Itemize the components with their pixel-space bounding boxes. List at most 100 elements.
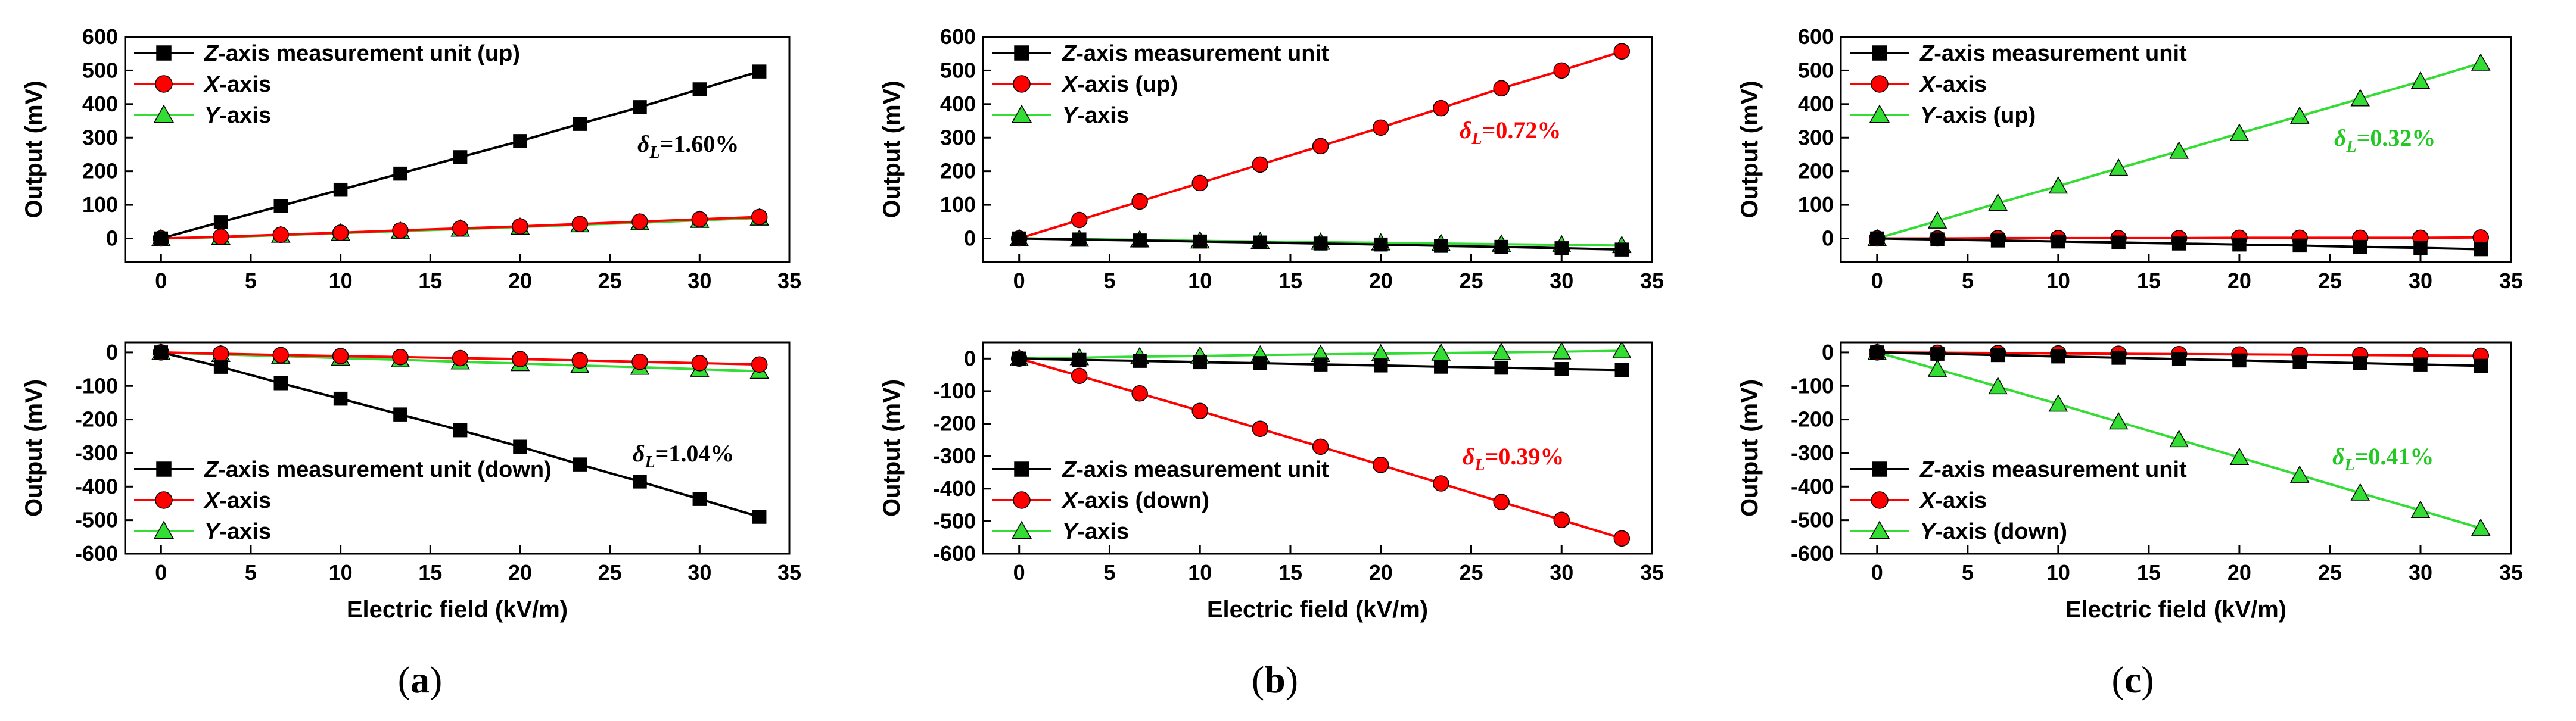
data-point-red xyxy=(272,347,290,364)
chart-a-top: 0 5 10 15 20 25 30 35 0 100 200 300 400 500 600 Output … xyxy=(21,24,801,293)
plot-frame xyxy=(1840,36,2512,263)
data-point-black xyxy=(513,439,527,454)
legend-entry: Y-axis xyxy=(1062,103,1129,128)
data-point-black xyxy=(154,231,169,246)
nonlinearity-annotation: δL=1.60% xyxy=(637,130,739,162)
data-point-black xyxy=(752,64,767,79)
data-point-black xyxy=(2051,234,2065,249)
data-point-black xyxy=(752,510,767,524)
data-point-green xyxy=(2471,518,2491,536)
legend-entry: Z-axis measurement unit xyxy=(1919,457,2187,482)
data-point-green xyxy=(2048,176,2068,194)
data-point-green xyxy=(1551,342,1572,360)
panel-label: (a) xyxy=(398,658,443,701)
data-point-green xyxy=(2289,465,2310,483)
x-tick-label: 0 xyxy=(1013,560,1025,585)
data-point-black xyxy=(1313,236,1328,251)
x-tick-label: 20 xyxy=(1369,560,1393,585)
x-tick-label: 5 xyxy=(245,560,257,585)
y-tick-label: 400 xyxy=(940,92,976,116)
legend-marker-black xyxy=(156,45,172,61)
data-point-black xyxy=(273,376,288,391)
data-point-black xyxy=(573,117,587,131)
x-tick-label: 5 xyxy=(1962,269,1974,293)
y-tick-label: 200 xyxy=(940,159,976,183)
data-point-black xyxy=(1990,233,2005,248)
data-point-red xyxy=(751,356,768,373)
data-point-black xyxy=(213,215,228,229)
data-point-red xyxy=(1191,402,1208,419)
data-point-red xyxy=(1071,211,1088,229)
data-point-black xyxy=(2413,357,2428,372)
y-tick-label: 0 xyxy=(106,340,118,364)
x-tick-label: 5 xyxy=(245,269,257,293)
x-tick-label: 20 xyxy=(508,560,532,585)
data-point-black xyxy=(1870,231,1884,246)
x-tick-label: 5 xyxy=(1962,560,1974,585)
data-point-black xyxy=(273,199,288,213)
data-point-black xyxy=(1930,232,1945,246)
y-tick-label: 0 xyxy=(1822,340,1834,364)
data-point-red xyxy=(1553,511,1570,528)
legend-entry: X-axis (up) xyxy=(1061,72,1178,97)
x-axis-title: Electric field (kV/m) xyxy=(1207,597,1428,623)
data-point-red xyxy=(1312,438,1329,455)
data-point-green xyxy=(2410,71,2431,89)
data-point-black xyxy=(1554,362,1569,376)
legend-entry: Y-axis xyxy=(204,519,271,544)
plot-frame xyxy=(124,36,791,263)
legend-entry: Z-axis measurement unit (up) xyxy=(204,41,520,66)
chart-b-top: 0 5 10 15 20 25 30 35 0 100 200 300 400 500 600 Output … xyxy=(879,24,1664,293)
data-point-red xyxy=(512,218,528,235)
data-point-black xyxy=(1253,235,1268,250)
legend-marker-black xyxy=(1872,45,1887,61)
data-point-black xyxy=(1434,360,1448,374)
x-tick-label: 25 xyxy=(2318,269,2342,293)
y-tick-label: 400 xyxy=(1798,92,1834,116)
data-point-black xyxy=(393,166,407,181)
y-tick-label: -500 xyxy=(75,508,118,532)
data-point-black xyxy=(2413,241,2428,255)
data-point-black xyxy=(1373,237,1388,252)
data-point-black xyxy=(1373,358,1388,373)
x-tick-label: 25 xyxy=(1459,560,1483,585)
data-point-red xyxy=(452,349,469,367)
data-point-green xyxy=(2108,158,2129,176)
data-point-green xyxy=(2471,53,2491,71)
data-point-black xyxy=(2353,356,2367,370)
data-point-green xyxy=(1988,193,2008,211)
data-point-green xyxy=(2169,429,2189,448)
plot-frame xyxy=(982,36,1653,263)
y-tick-label: -600 xyxy=(75,541,118,566)
x-tick-label: 35 xyxy=(777,560,801,585)
x-axis-title: Electric field (kV/m) xyxy=(347,597,568,623)
nonlinearity-annotation: δL=0.72% xyxy=(1460,117,1561,148)
y-tick-label: -100 xyxy=(933,379,976,403)
data-point-red xyxy=(392,349,409,366)
x-tick-label: 25 xyxy=(598,269,622,293)
data-point-black xyxy=(2292,238,2307,253)
data-point-black xyxy=(154,345,169,360)
data-point-black xyxy=(1072,232,1087,246)
y-tick-label: -100 xyxy=(1791,373,1834,398)
x-tick-label: 10 xyxy=(329,269,353,293)
plot-frame xyxy=(1840,341,2512,555)
data-point-green xyxy=(1612,341,1632,358)
data-point-red xyxy=(1613,43,1631,60)
nonlinearity-annotation: δL=0.41% xyxy=(2332,443,2434,475)
legend-marker-green xyxy=(153,520,175,539)
y-tick-label: -600 xyxy=(933,541,976,566)
x-tick-label: 35 xyxy=(777,269,801,293)
y-tick-label: 600 xyxy=(82,24,118,49)
data-point-black xyxy=(2171,352,2186,366)
y-tick-label: 0 xyxy=(964,346,976,370)
y-tick-label: -200 xyxy=(75,407,118,432)
y-tick-label: -100 xyxy=(75,373,118,398)
legend-entry: Y-axis xyxy=(204,103,271,128)
y-tick-label: 0 xyxy=(1822,226,1834,251)
x-tick-label: 15 xyxy=(2137,269,2161,293)
x-tick-label: 10 xyxy=(2046,560,2070,585)
data-point-black xyxy=(2111,351,2126,365)
y-tick-label: 0 xyxy=(106,226,118,251)
legend-marker-red xyxy=(155,75,173,93)
